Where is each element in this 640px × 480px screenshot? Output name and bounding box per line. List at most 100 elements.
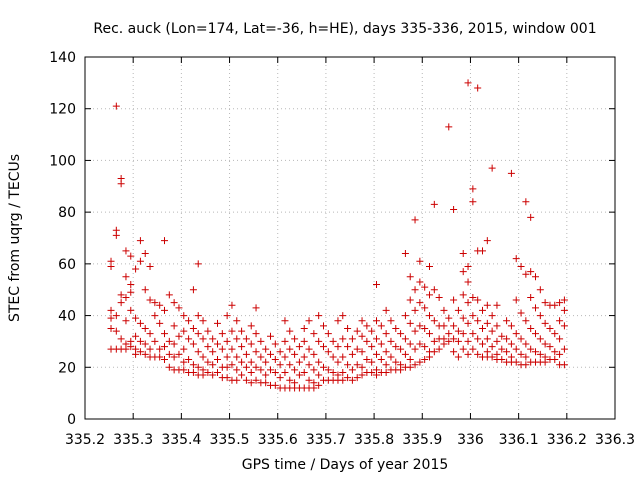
data-point [320,322,327,330]
data-point [551,356,559,364]
data-point [382,330,390,338]
y-tick-label: 40 [58,309,76,325]
data-point [165,363,173,371]
data-point [199,371,207,379]
data-point [238,358,246,366]
data-point [556,299,564,307]
data-point [194,348,202,356]
data-point [228,361,236,369]
data-point [426,262,433,270]
data-point [156,353,164,361]
data-point [209,371,217,379]
data-point [522,270,530,278]
data-point [233,376,241,384]
x-tick-label: 336.1 [499,432,539,448]
data-point [238,343,246,351]
data-point [532,330,539,338]
data-point [512,345,520,353]
data-point [252,376,260,384]
data-point [262,345,270,353]
x-tick-label: 336 [457,432,484,448]
data-point [185,356,193,364]
data-point [541,299,549,307]
data-point [291,366,299,374]
data-point [536,286,544,294]
data-point [348,376,356,384]
data-point [411,345,419,353]
data-point [450,206,458,214]
data-point [459,345,467,353]
data-point [536,335,544,343]
data-point [334,358,342,366]
data-point [151,312,159,320]
data-point [421,343,429,351]
data-point [107,325,115,332]
data-point [180,345,188,353]
data-point [541,340,549,348]
data-point [175,350,183,358]
data-point [209,335,217,343]
data-point [450,348,458,356]
data-point [117,291,125,299]
data-point [107,306,115,314]
data-point [373,281,380,289]
data-point [189,368,197,376]
y-tick-label: 100 [49,153,76,169]
data-point [483,319,491,327]
data-point [161,330,168,338]
data-point [228,301,236,309]
data-point [185,335,193,343]
data-point [411,216,419,224]
data-point [204,358,212,366]
data-point [560,322,568,330]
data-point [300,337,308,345]
data-point [373,350,380,358]
data-point [483,335,491,343]
data-point [146,262,154,270]
data-point [387,353,395,361]
data-point [295,358,303,366]
data-point [156,345,164,353]
data-point [242,376,250,384]
data-point [214,356,221,364]
data-point [401,250,409,258]
data-point [305,317,313,325]
data-point [276,374,284,382]
data-point [170,353,178,361]
y-tick-label: 0 [67,412,76,428]
data-point [527,345,535,353]
data-point [247,340,255,348]
data-point [141,250,149,258]
data-point [406,296,414,304]
data-point [493,337,501,345]
data-point [233,317,241,325]
data-point [136,319,144,327]
data-point [257,366,265,374]
data-point [560,361,568,369]
data-point [204,343,212,351]
data-point [532,348,539,356]
data-point [406,273,414,281]
data-point [454,327,462,335]
data-point [464,262,472,270]
data-point [199,335,207,343]
data-point [247,358,255,366]
data-point [161,356,168,364]
data-point [262,379,270,387]
data-point [430,317,438,325]
data-point [536,312,544,320]
data-point [392,358,400,366]
data-point [498,356,506,364]
data-point [474,296,482,304]
data-point [315,312,323,320]
data-point [315,337,323,345]
data-point [353,327,361,335]
data-point [286,327,294,335]
data-point [194,312,202,320]
data-point [223,337,231,345]
data-point [430,348,438,356]
data-point [262,358,270,366]
data-point [469,312,477,320]
data-point [252,363,260,371]
data-point [503,348,511,356]
